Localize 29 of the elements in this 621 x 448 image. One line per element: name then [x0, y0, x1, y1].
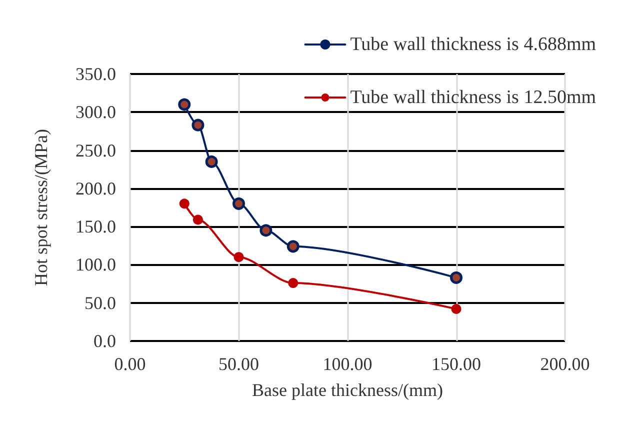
y-tick-label: 150.0 — [76, 216, 116, 237]
point — [450, 271, 462, 284]
y-tick-label: 50.0 — [84, 292, 116, 313]
legend-label: Tube wall thickness is 12.50mm — [350, 87, 596, 108]
x-tick-label: 50.00 — [218, 354, 259, 374]
point — [179, 198, 190, 209]
y-tick-label: 350.0 — [76, 64, 116, 84]
point — [192, 214, 203, 225]
legend-label: Tube wall thickness is 4.688mm — [350, 34, 596, 55]
point — [234, 252, 244, 262]
point — [232, 197, 245, 210]
point — [286, 240, 300, 253]
y-tick-label: 200.0 — [76, 178, 116, 198]
y-axis-title: Hot spot stress/(MPa) — [31, 128, 51, 286]
point — [178, 98, 191, 111]
point — [260, 224, 272, 237]
x-tick-label: 150.00 — [432, 354, 481, 374]
y-tick-label: 0.0 — [94, 331, 116, 351]
x-axis-title: Base plate thickness/(mm) — [252, 380, 443, 400]
point — [192, 118, 204, 132]
x-tick-label: 100.00 — [322, 354, 372, 374]
x-tick-label: 200.00 — [540, 354, 590, 374]
point — [205, 155, 218, 168]
y-tick-label: 250.0 — [76, 140, 116, 160]
x-tick-label: 0.00 — [114, 354, 146, 374]
point — [288, 278, 298, 288]
point — [451, 304, 462, 314]
y-tick-label: 100.0 — [76, 254, 116, 275]
y-tick-label: 300.0 — [76, 102, 116, 122]
